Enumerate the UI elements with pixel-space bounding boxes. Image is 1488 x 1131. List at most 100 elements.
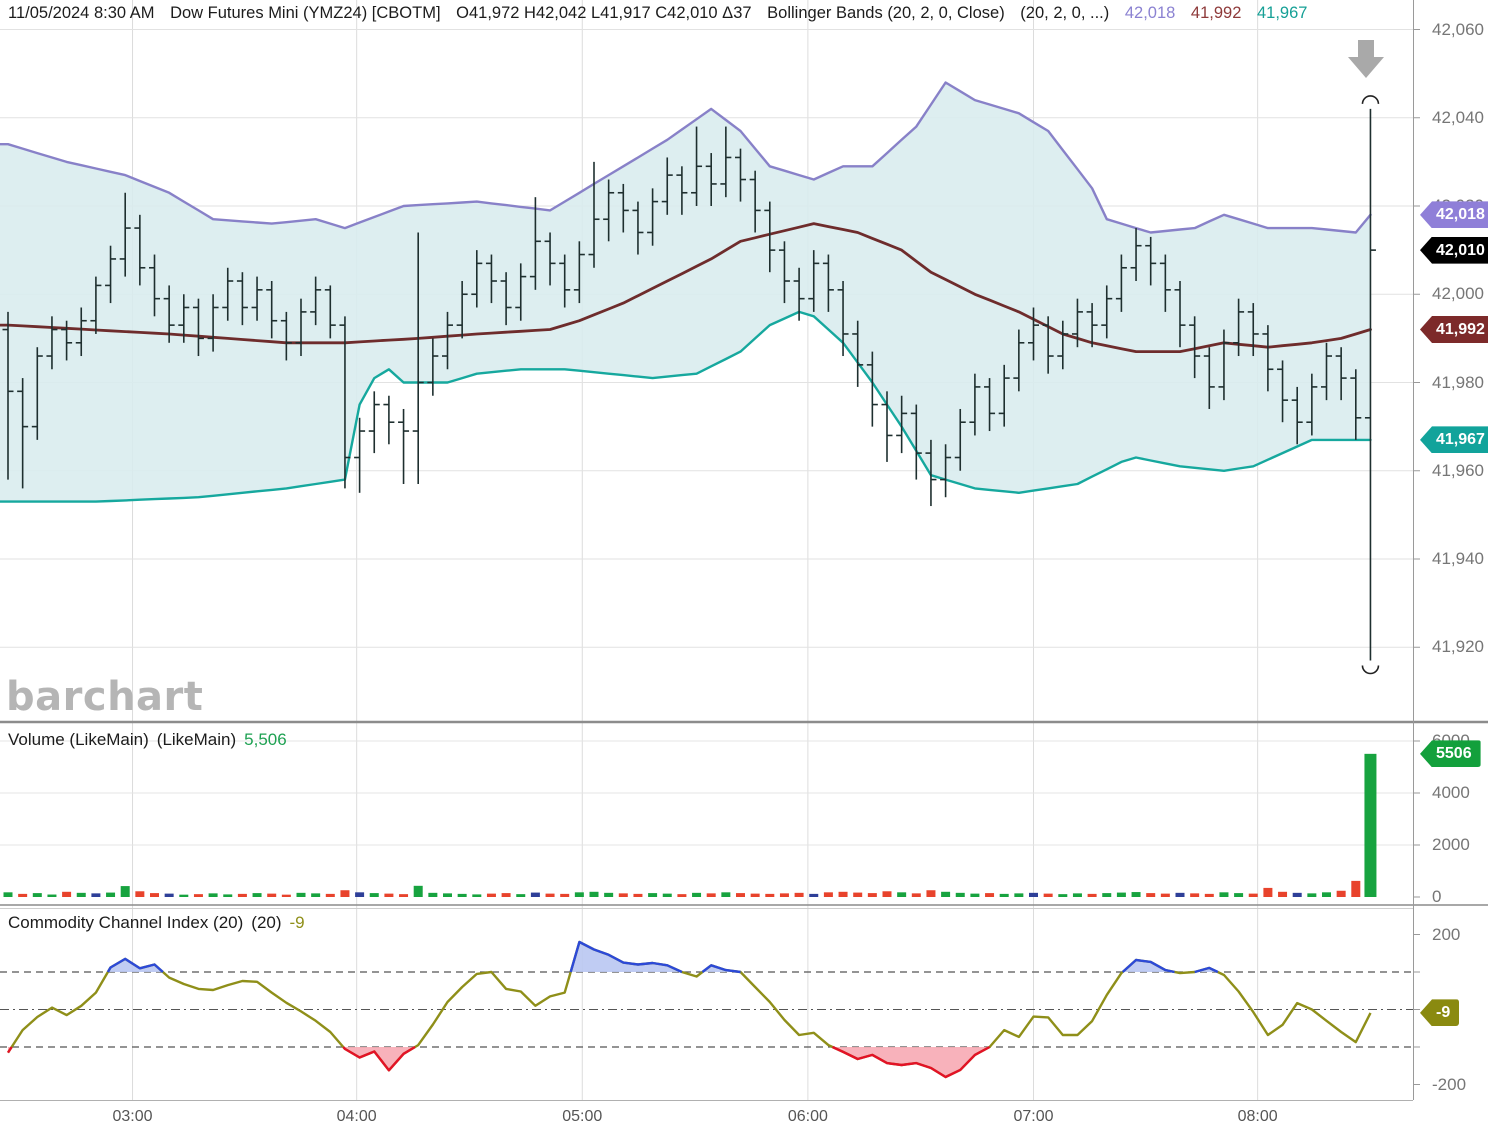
main-value-badge: 41,967 bbox=[1420, 426, 1488, 454]
main-value-badge: 42,010 bbox=[1420, 236, 1488, 264]
volume-bar bbox=[443, 893, 452, 897]
volume-bar bbox=[604, 892, 614, 897]
bollinger-middle-line bbox=[0, 222, 1372, 354]
cci-panel-area[interactable] bbox=[0, 908, 1413, 1100]
volume-tick-label: 4000 bbox=[1432, 783, 1470, 802]
volume-bar bbox=[1248, 893, 1258, 897]
volume-bar bbox=[794, 892, 804, 897]
volume-bar bbox=[1146, 893, 1156, 897]
volume-bar bbox=[3, 892, 13, 897]
volume-bar bbox=[530, 892, 540, 897]
volume-bar bbox=[1102, 893, 1112, 897]
volume-bar bbox=[1116, 892, 1126, 897]
cci-line-oversold bbox=[342, 1045, 416, 1072]
volume-bar bbox=[384, 893, 394, 897]
time-axis[interactable] bbox=[0, 1100, 1413, 1131]
cci-study-params: (20) bbox=[251, 913, 282, 932]
main-value-badge: 41,992 bbox=[1420, 316, 1488, 344]
current-bar-top-cap bbox=[1361, 95, 1380, 105]
volume-bar bbox=[1292, 892, 1302, 897]
volume-bar bbox=[970, 893, 980, 897]
volume-bar bbox=[677, 894, 687, 897]
volume-bar bbox=[311, 893, 321, 897]
volume-bar bbox=[736, 893, 745, 897]
volume-panel-area[interactable] bbox=[0, 726, 1413, 905]
volume-bar bbox=[897, 892, 907, 897]
cci-line-overbought bbox=[1121, 958, 1175, 974]
main-chart-area[interactable] bbox=[0, 0, 1413, 722]
volume-bar bbox=[809, 893, 819, 897]
title-symbol: Dow Futures Mini (YMZ24) [CBOTM] bbox=[170, 4, 441, 22]
volume-bar bbox=[955, 892, 965, 897]
volume-bar bbox=[355, 892, 365, 897]
volume-bar bbox=[501, 893, 511, 897]
volume-bar bbox=[1043, 893, 1053, 897]
volume-bar bbox=[985, 893, 995, 897]
volume-bar bbox=[911, 893, 921, 897]
title-datetime: 11/05/2024 8:30 AM bbox=[8, 4, 155, 22]
price-tick-label: 41,960 bbox=[1432, 460, 1484, 480]
volume-bar bbox=[1307, 893, 1317, 897]
title-band-lower-value: 41,967 bbox=[1256, 4, 1308, 22]
volume-value-badge: 5506 bbox=[1420, 740, 1481, 768]
volume-panel-label: Volume (LikeMain) (LikeMain) 5,506 bbox=[8, 730, 287, 750]
volume-bar bbox=[208, 893, 218, 897]
volume-bar bbox=[267, 893, 277, 897]
cci-line-oversold bbox=[831, 1045, 991, 1079]
arrow-down-icon bbox=[1348, 40, 1384, 78]
time-tick-label: 04:00 bbox=[336, 1108, 377, 1125]
volume-bar bbox=[296, 892, 306, 897]
volume-bar bbox=[926, 890, 936, 897]
volume-bar bbox=[486, 893, 496, 897]
volume-bar bbox=[574, 892, 584, 897]
cci-line-oversold bbox=[6, 1046, 13, 1054]
volume-bar bbox=[472, 894, 482, 897]
volume-bar bbox=[1014, 893, 1024, 897]
price-tick-label: 41,980 bbox=[1432, 372, 1484, 392]
volume-bar bbox=[62, 891, 72, 897]
time-tick-label: 08:00 bbox=[1237, 1108, 1278, 1125]
main-value-badge: 42,018 bbox=[1420, 201, 1488, 229]
volume-bar bbox=[457, 893, 467, 897]
time-tick-label: 06:00 bbox=[787, 1108, 828, 1125]
volume-bar bbox=[941, 891, 951, 897]
price-tick-label: 41,940 bbox=[1432, 549, 1484, 568]
volume-bar bbox=[545, 893, 555, 897]
volume-bar bbox=[838, 891, 848, 897]
barchart-logo: barchart bbox=[6, 674, 204, 720]
cci-tick-label: -200 bbox=[1432, 1074, 1467, 1094]
cci-tick-label: 200 bbox=[1432, 924, 1461, 944]
volume-bar bbox=[1160, 893, 1170, 897]
volume-bar bbox=[823, 892, 833, 897]
volume-bar bbox=[882, 891, 892, 897]
volume-bar bbox=[1219, 892, 1229, 897]
cci-panel-label: Commodity Channel Index (20) (20) -9 bbox=[8, 913, 305, 933]
volume-bar bbox=[1263, 887, 1273, 897]
volume-bar bbox=[1278, 891, 1288, 897]
volume-bar bbox=[1131, 892, 1141, 897]
volume-bar bbox=[721, 892, 731, 897]
volume-bar bbox=[179, 894, 189, 897]
volume-bar bbox=[750, 893, 760, 897]
volume-bar bbox=[1351, 880, 1361, 897]
bollinger-upper-line bbox=[0, 81, 1372, 234]
current-bar-bottom-cap bbox=[1361, 665, 1380, 675]
volume-bar bbox=[399, 894, 409, 897]
title-study: Bollinger Bands (20, 2, 0, Close) bbox=[767, 4, 1005, 22]
volume-bar bbox=[369, 893, 379, 897]
volume-bar bbox=[18, 893, 28, 897]
volume-bar bbox=[193, 894, 203, 897]
volume-bar bbox=[999, 893, 1009, 897]
volume-bar bbox=[1336, 890, 1346, 897]
volume-bar bbox=[325, 893, 335, 897]
volume-bar bbox=[91, 893, 101, 897]
title-ohlc-values: O41,972 H42,042 L41,917 C42,010 Δ37 bbox=[456, 4, 752, 22]
volume-bar bbox=[1190, 893, 1200, 897]
volume-bar bbox=[516, 894, 526, 897]
volume-study-params: (LikeMain) bbox=[156, 730, 237, 749]
volume-current-value: 5,506 bbox=[244, 730, 287, 749]
ohlc-bars bbox=[2, 108, 1376, 661]
time-tick-label: 05:00 bbox=[562, 1108, 603, 1125]
